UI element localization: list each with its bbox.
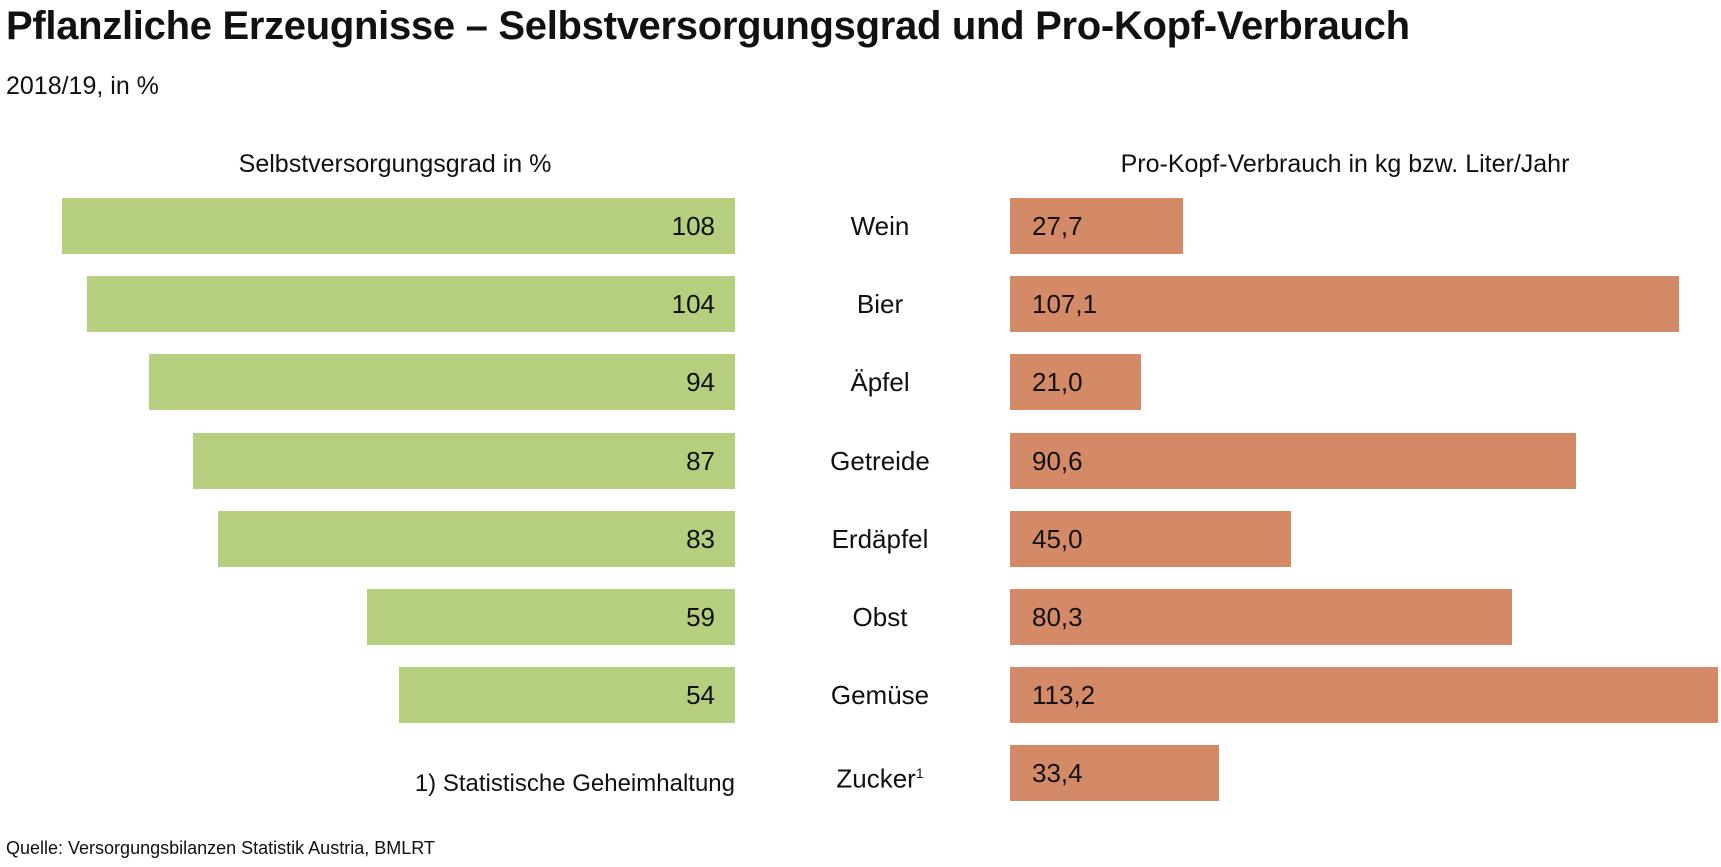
category-text: Äpfel <box>850 367 910 397</box>
category-text: Getreide <box>830 446 930 476</box>
consumption-bar <box>1010 198 1184 254</box>
self-sufficiency-value: 87 <box>686 446 715 476</box>
self-sufficiency-value: 54 <box>686 680 715 710</box>
self-sufficiency-value: 59 <box>686 602 715 632</box>
self-sufficiency-value: 104 <box>671 289 715 319</box>
consumption-value: 21,0 <box>1032 367 1083 397</box>
consumption-bar <box>1010 433 1577 489</box>
consumption-bar <box>1010 354 1142 410</box>
left-chart-header: Selbstversorgungsgrad in % <box>238 150 552 178</box>
self-sufficiency-bar <box>62 198 735 254</box>
chart-subtitle: 2018/19, in % <box>6 72 159 100</box>
category-text: Zucker <box>836 763 916 794</box>
right-chart-header: Pro-Kopf-Verbrauch in kg bzw. Liter/Jahr <box>1120 150 1570 178</box>
category-label: Bier <box>857 276 903 332</box>
self-sufficiency-bar <box>398 667 735 723</box>
footnote: 1) Statistische Geheimhaltung <box>414 770 735 797</box>
consumption-value: 27,7 <box>1032 211 1083 241</box>
consumption-bar <box>1010 745 1219 801</box>
consumption-bar <box>1010 511 1292 567</box>
consumption-value: 33,4 <box>1032 758 1083 788</box>
consumption-value: 90,6 <box>1032 446 1083 476</box>
self-sufficiency-value: 94 <box>686 367 715 397</box>
self-sufficiency-bar <box>367 589 735 645</box>
source-note: Quelle: Versorgungsbilanzen Statistik Au… <box>6 838 435 858</box>
category-label: Getreide <box>830 433 930 489</box>
category-label: Wein <box>851 198 910 254</box>
self-sufficiency-bar <box>217 511 735 567</box>
consumption-bar <box>1010 589 1512 645</box>
consumption-value: 107,1 <box>1032 289 1098 319</box>
category-label: Obst <box>853 589 908 645</box>
category-text: Gemüse <box>830 680 930 710</box>
chart-title: Pflanzliche Erzeugnisse – Selbstversorgu… <box>6 4 1410 48</box>
self-sufficiency-value: 108 <box>671 211 715 241</box>
consumption-value: 113,2 <box>1032 680 1096 710</box>
consumption-value: 45,0 <box>1032 524 1083 554</box>
self-sufficiency-value: 83 <box>686 524 715 554</box>
category-label: Gemüse <box>831 667 929 723</box>
self-sufficiency-bar <box>149 354 735 410</box>
category-text: Obst <box>852 602 908 632</box>
category-label: Erdäpfel <box>832 511 929 567</box>
category-text: Wein <box>850 211 910 241</box>
self-sufficiency-bar <box>87 276 735 332</box>
category-text: Erdäpfel <box>831 524 929 554</box>
category-text: Bier <box>856 289 904 319</box>
footnote-mark: 1 <box>915 765 924 781</box>
category-label: Zucker1 <box>836 745 923 807</box>
consumption-bar <box>1010 276 1680 332</box>
self-sufficiency-bar <box>192 433 735 489</box>
consumption-bar <box>1010 667 1718 723</box>
consumption-value: 80,3 <box>1032 602 1083 632</box>
category-label: Äpfel <box>850 354 909 410</box>
